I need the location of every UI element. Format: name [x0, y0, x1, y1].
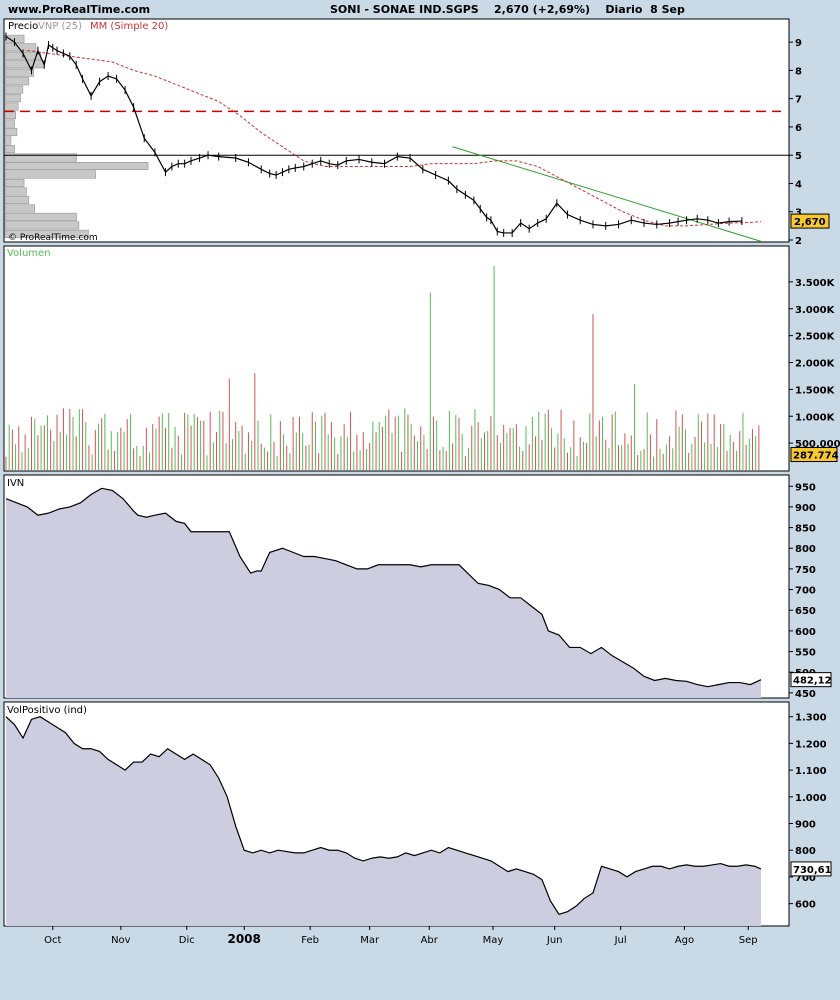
ticker-label: SONI - SONAE IND.SGPS: [330, 3, 479, 16]
y-tick-label: 7: [795, 95, 802, 106]
period-label: Diario 8 Sep: [605, 3, 685, 16]
y-tick-label: 1.100: [795, 766, 827, 777]
x-tick-label: Nov: [111, 935, 131, 946]
vnp-bar: [4, 221, 80, 230]
y-tick-label: 450: [795, 689, 816, 700]
volpositivo-tag-label: 730,61: [793, 865, 832, 876]
vnp-bar: [4, 153, 77, 162]
y-tick-label: 800: [795, 544, 816, 555]
x-tick-label: 2008: [227, 932, 260, 946]
y-tick-label: 5: [795, 151, 802, 162]
y-tick-label: 3.000K: [795, 305, 836, 316]
x-tick-label: Sep: [739, 935, 758, 946]
vnp-bar: [4, 212, 77, 221]
panel-volume: [3, 245, 790, 472]
vnp-bar: [4, 111, 16, 120]
volpositivo-tag: [790, 861, 832, 877]
vnp-bar: [4, 136, 12, 145]
vnp-bar: [4, 60, 45, 69]
vnp-bar: [4, 170, 96, 179]
legend-vnp: VNP (25): [38, 21, 82, 32]
vnp-bar: [4, 195, 30, 204]
y-tick-label: 700: [795, 586, 816, 597]
y-tick-label: 3.500K: [795, 278, 836, 289]
ma-line: [27, 50, 762, 227]
volume-tag: [790, 447, 838, 463]
volume-tag-label: 287.774: [793, 451, 839, 462]
vnp-bar: [4, 145, 15, 154]
y-tick-label: 600: [795, 627, 816, 638]
price-change-label: 2,670 (+2,69%): [494, 3, 591, 16]
vnp-bar: [4, 68, 34, 77]
ivn-tag-label: 482,12: [793, 676, 832, 687]
x-tick-label: Feb: [301, 935, 319, 946]
y-tick-label: 600: [795, 900, 816, 911]
x-tick-label: Jul: [614, 935, 627, 946]
last-price-tag: [790, 213, 830, 229]
vnp-bar: [4, 162, 149, 170]
x-tick-label: Oct: [44, 935, 61, 946]
volpositivo-title: VolPositivo (ind): [7, 705, 87, 716]
y-tick-label: 1.200: [795, 739, 827, 750]
y-tick-label: 850: [795, 524, 816, 535]
trendline: [452, 146, 762, 242]
y-tick-label: 550: [795, 648, 816, 659]
vnp-bar: [4, 85, 24, 94]
ivn-tag: [790, 672, 832, 688]
y-tick-label: 6: [795, 123, 802, 134]
y-tick-label: 1.000: [795, 793, 827, 804]
y-tick-label: 1.000K: [795, 412, 836, 423]
ivn-line: [5, 487, 762, 688]
vnp-bar: [4, 77, 30, 86]
panel-price: [3, 18, 790, 243]
y-tick-label: 2.500K: [795, 332, 836, 343]
vnp-bar: [4, 119, 15, 128]
y-tick-label: 800: [795, 846, 816, 857]
vnp-bar: [4, 178, 25, 187]
y-tick-label: 4: [795, 179, 802, 190]
y-tick-label: 1.300: [795, 713, 827, 724]
x-tick-label: Ago: [675, 935, 694, 946]
x-tick-label: Mar: [360, 935, 380, 946]
volume-title: Volumen: [7, 248, 51, 259]
x-tick-label: Dic: [179, 935, 195, 946]
y-tick-label: 8: [795, 66, 802, 77]
volpositivo-line: [5, 716, 762, 916]
ivn-area: [6, 488, 761, 698]
ivn-title: IVN: [7, 478, 24, 489]
legend-ma: MM (Simple 20): [90, 21, 168, 32]
y-tick-label: 650: [795, 606, 816, 617]
y-tick-label: 950: [795, 482, 816, 493]
x-tick-label: Abr: [421, 935, 439, 946]
vnp-bar: [4, 229, 89, 238]
y-tick-label: 750: [795, 565, 816, 576]
vnp-bar: [4, 128, 18, 137]
volpositivo-area: [6, 716, 761, 926]
vnp-bar: [4, 102, 19, 111]
last-price-label: 2,670: [794, 217, 826, 228]
legend-precio: Precio: [8, 21, 38, 32]
y-tick-label: 700: [795, 873, 816, 884]
x-tick-label: Jun: [546, 935, 563, 946]
watermark: © ProRealTime.com: [8, 233, 98, 243]
y-tick-label: 3: [795, 208, 802, 219]
vnp-bar: [4, 204, 36, 213]
chart-title: SONI - SONAE IND.SGPS 2,670 (+2,69%) Dia…: [330, 3, 685, 17]
y-tick-label: 900: [795, 820, 816, 831]
y-tick-label: 1.500K: [795, 385, 836, 396]
x-tick-label: May: [483, 935, 504, 946]
y-tick-label: 500.000: [795, 439, 840, 450]
site-name[interactable]: www.ProRealTime.com: [8, 3, 151, 16]
y-tick-label: 2.000K: [795, 359, 836, 370]
y-tick-label: 900: [795, 503, 816, 514]
vnp-bar: [4, 94, 21, 103]
vnp-bar: [4, 187, 27, 196]
y-tick-label: 9: [795, 38, 802, 49]
y-tick-label: 2: [795, 236, 802, 247]
